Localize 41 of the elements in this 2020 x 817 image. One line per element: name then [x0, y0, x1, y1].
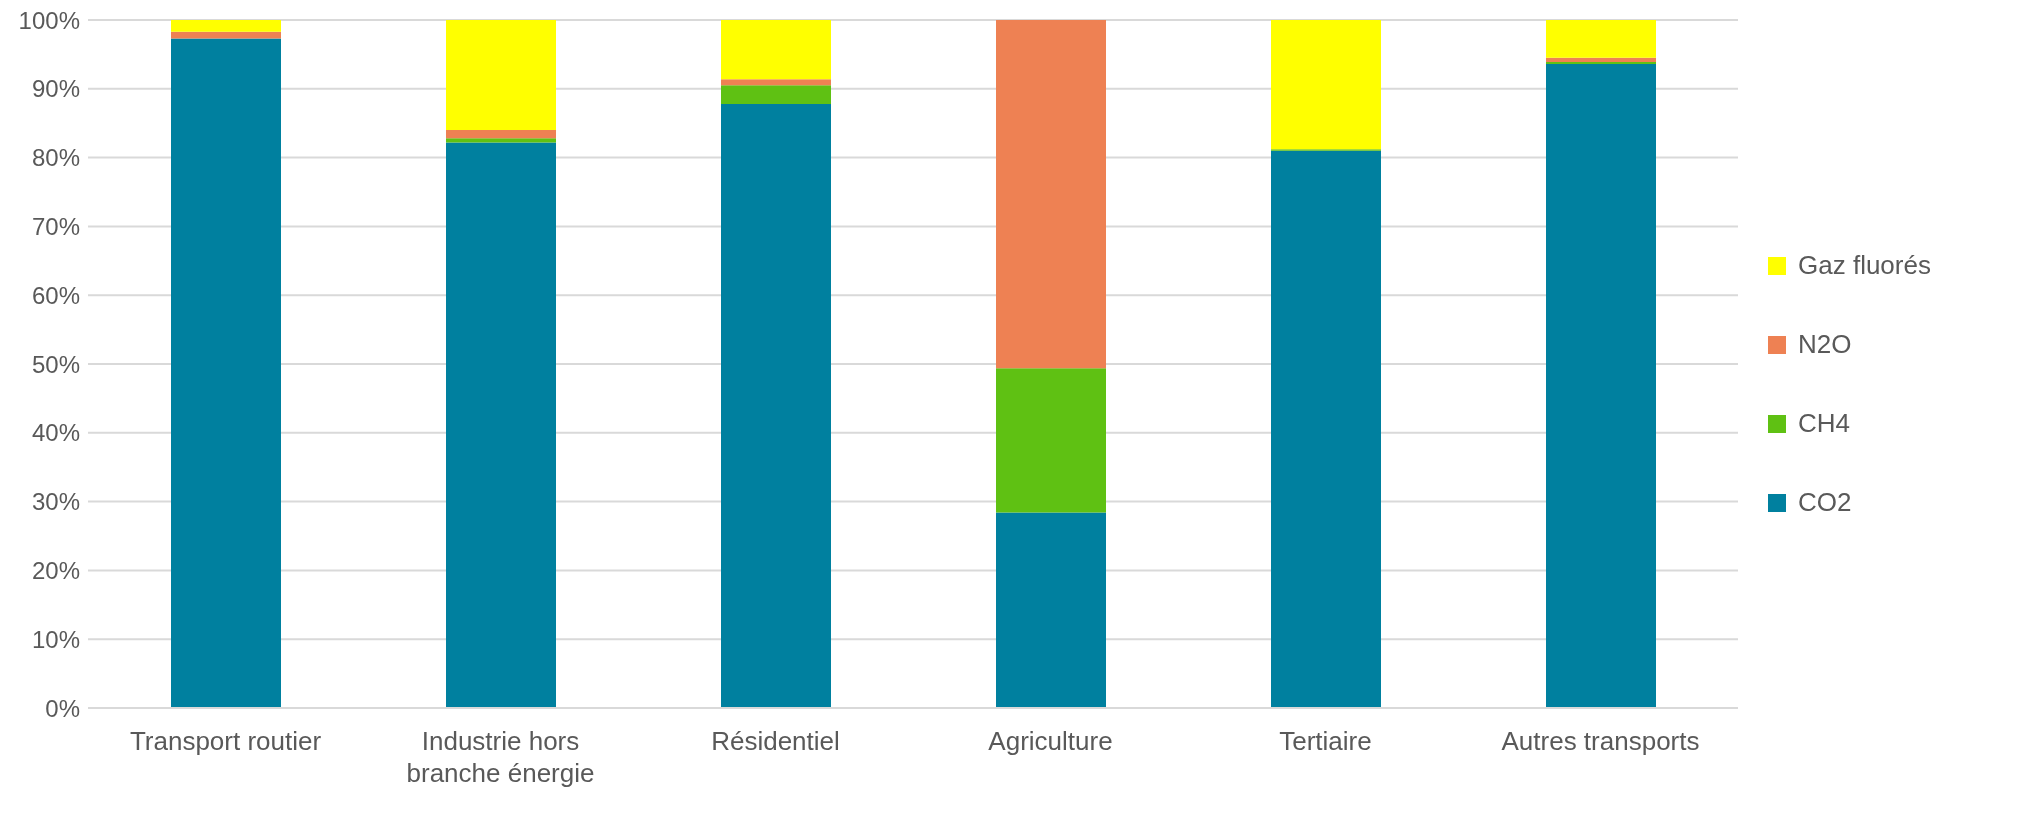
bar: [721, 20, 831, 80]
bar: [446, 142, 556, 708]
x-tick-label: Tertiaire: [1279, 726, 1372, 756]
x-tick-label: Agriculture: [988, 726, 1113, 756]
bar: [1546, 61, 1656, 65]
bar: [1546, 20, 1656, 58]
bar: [171, 20, 281, 32]
x-tick-label: Industrie hors branche énergie: [406, 726, 595, 788]
legend-label: N2O: [1798, 329, 1852, 360]
bar: [996, 368, 1106, 513]
y-tick-label: 30%: [31, 488, 80, 516]
bar: [171, 38, 281, 708]
y-tick-label: 20%: [31, 556, 80, 584]
bar: [1546, 64, 1656, 708]
y-tick-label: 60%: [31, 281, 80, 309]
x-tick-label: Transport routier: [129, 726, 322, 756]
y-tick-label: 40%: [31, 419, 80, 447]
bar: [721, 103, 831, 708]
y-tick-label: 50%: [31, 350, 80, 378]
x-tick-label: Autres transports: [1501, 726, 1700, 756]
y-tick-label: 0%: [45, 694, 80, 722]
bar: [1271, 20, 1381, 150]
y-tick-label: 10%: [31, 625, 80, 653]
y-tick-label: 90%: [31, 75, 80, 103]
bar: [996, 20, 1106, 369]
legend-label: CO2: [1798, 487, 1852, 518]
bar: [171, 31, 281, 39]
x-tick-label: Résidentiel: [711, 726, 840, 756]
y-tick-label: 80%: [31, 144, 80, 172]
legend-label: Gaz fluorés: [1798, 250, 1931, 281]
bar: [996, 512, 1106, 708]
bar: [446, 130, 556, 139]
bar: [446, 20, 556, 131]
legend-label: CH4: [1798, 408, 1851, 439]
bar: [446, 138, 556, 143]
y-tick-label: 70%: [31, 212, 80, 240]
bar: [1271, 150, 1381, 708]
y-tick-label: 100%: [18, 6, 80, 34]
bar: [721, 85, 831, 104]
bar: [721, 79, 831, 86]
bar: [1546, 57, 1656, 62]
